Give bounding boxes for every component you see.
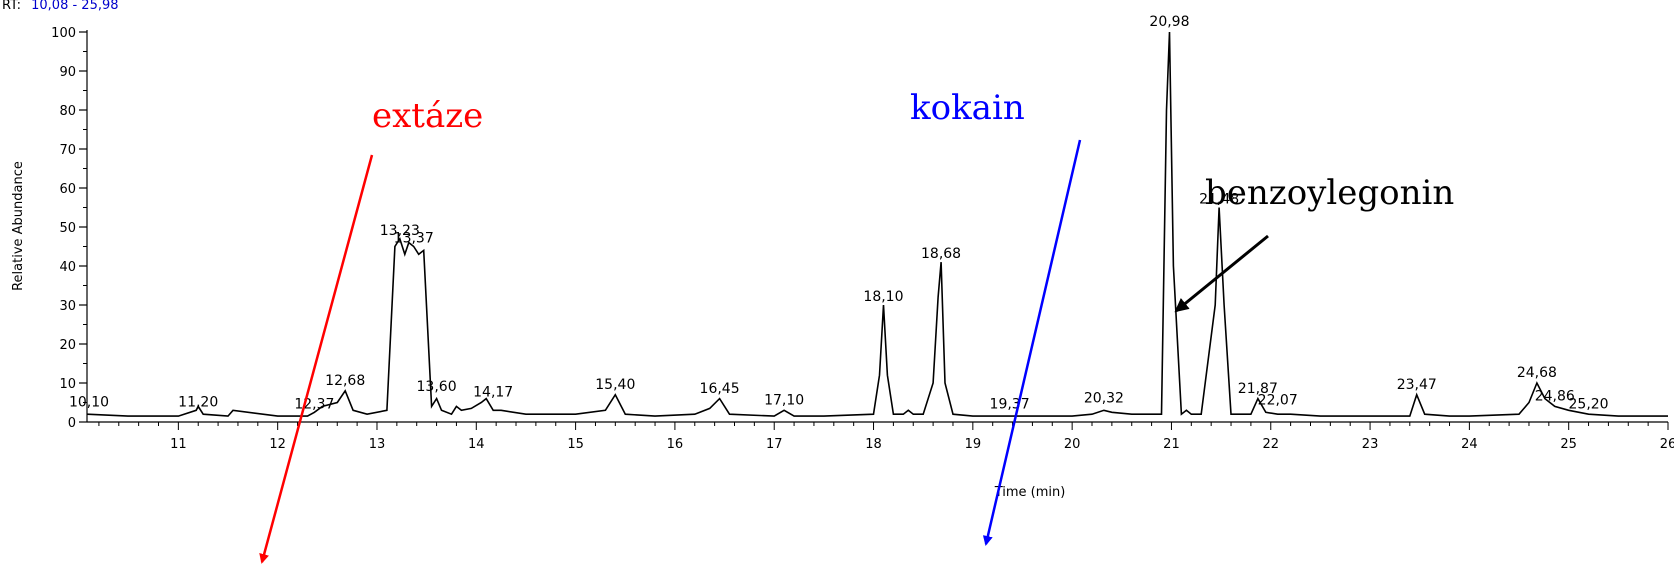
peak-label: 16,45 — [700, 381, 740, 397]
peak-label: 21,48 — [1199, 192, 1239, 208]
peak-label: 12,37 — [294, 396, 334, 412]
y-tick-label: 70 — [59, 143, 76, 158]
peak-label: 13,23 — [380, 223, 420, 239]
x-tick-label: 13 — [369, 437, 386, 452]
y-tick-label: 60 — [59, 182, 76, 197]
peak-label: 13,37 — [394, 231, 434, 247]
x-axis-title: Time (min) — [994, 485, 1066, 500]
peak-label: 12,68 — [325, 373, 365, 389]
rt-range: RT: 10,08 - 25,98 — [2, 0, 119, 13]
y-tick-label: 20 — [59, 338, 76, 353]
peak-label: 11,20 — [178, 394, 218, 410]
peak-label: 17,10 — [764, 392, 804, 408]
x-tick-label: 15 — [567, 437, 584, 452]
y-tick-label: 40 — [59, 260, 76, 275]
peak-label: 14,17 — [473, 385, 513, 401]
y-tick-label: 50 — [59, 221, 76, 236]
y-tick-label: 100 — [51, 26, 76, 41]
y-tick-label: 80 — [59, 104, 76, 119]
peak-label: 24,68 — [1517, 365, 1557, 381]
x-tick-label: 19 — [965, 437, 982, 452]
y-tick-label: 30 — [59, 299, 76, 314]
peak-label: 23,47 — [1397, 377, 1437, 393]
x-tick-label: 20 — [1064, 437, 1081, 452]
peak-label: 13,60 — [417, 379, 457, 395]
annotation-extaze: extáze — [372, 96, 483, 136]
peak-label: 19,37 — [990, 396, 1030, 412]
arrow-benzoylegonin — [1174, 234, 1269, 313]
x-tick-label: 23 — [1362, 437, 1379, 452]
x-tick-label: 24 — [1461, 437, 1478, 452]
x-axis: 11 12 13 14 15 16 17 18 19 20 21 22 23 24 25 26 — [87, 421, 1674, 452]
x-tick-label: 21 — [1163, 437, 1180, 452]
x-tick-label: 14 — [468, 437, 485, 452]
x-tick-label: 12 — [269, 437, 286, 452]
x-tick-label: 18 — [865, 437, 882, 452]
peak-label: 18,10 — [863, 289, 903, 305]
x-tick-label: 22 — [1262, 437, 1279, 452]
peak-label: 20,32 — [1084, 391, 1124, 407]
y-tick-label: 0 — [68, 416, 76, 431]
peak-label: 24,86 — [1535, 389, 1575, 405]
peak-label: 20,98 — [1149, 14, 1189, 30]
y-tick-label: 10 — [59, 377, 76, 392]
peak-label: 10,10 — [69, 394, 109, 410]
peak-label: 21,87 — [1238, 381, 1278, 397]
peak-label: 15,40 — [595, 377, 635, 393]
peak-label: 25,20 — [1569, 396, 1609, 412]
rt-label: RT: — [2, 0, 21, 13]
x-tick-label: 17 — [766, 437, 783, 452]
chromatogram-trace — [86, 31, 1668, 417]
peak-label: 22,07 — [1258, 392, 1298, 408]
peak-label: 18,68 — [921, 246, 961, 262]
arrow-kokain — [982, 139, 1082, 546]
arrow-extaze — [259, 154, 374, 564]
y-axis-title: Relative Abundance — [11, 161, 26, 291]
x-tick-label: 16 — [667, 437, 684, 452]
x-tick-label: 25 — [1560, 437, 1577, 452]
x-tick-label: 11 — [170, 437, 187, 452]
y-tick-label: 90 — [59, 65, 76, 80]
annotation-benzoylegonin: benzoylegonin — [1205, 173, 1454, 213]
rt-value: 10,08 - 25,98 — [31, 0, 118, 13]
x-tick-label: 26 — [1660, 437, 1674, 452]
annotation-kokain: kokain — [910, 88, 1025, 128]
y-axis: 0 10 20 30 40 50 60 70 80 90 100 — [51, 26, 88, 431]
